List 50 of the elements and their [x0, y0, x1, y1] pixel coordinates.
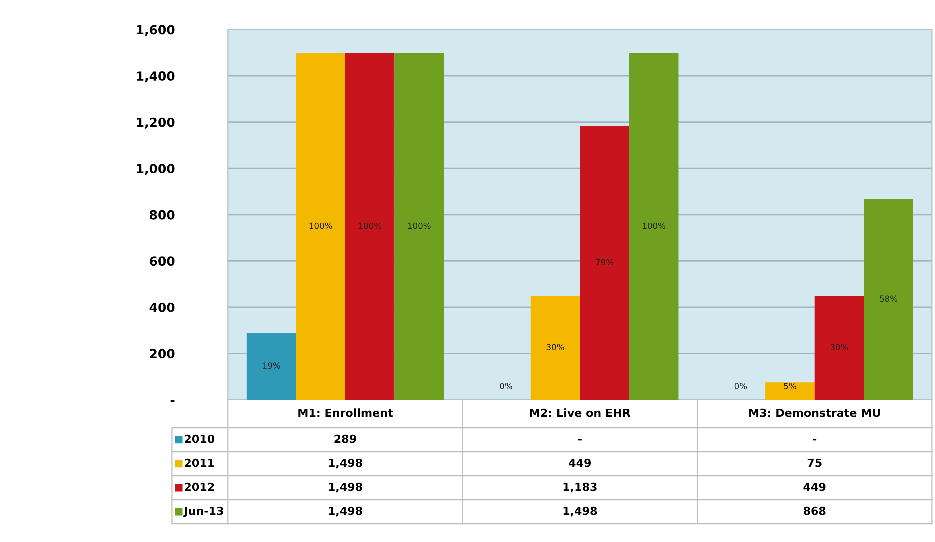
bar — [246, 333, 296, 400]
data-label: 449 — [804, 482, 826, 492]
annotation: 58% — [880, 296, 898, 302]
bar — [580, 126, 630, 400]
y-tick-label: 600 — [150, 256, 175, 266]
annotation: 100% — [359, 222, 382, 230]
annotation: 100% — [408, 222, 431, 230]
y-tick-label: 400 — [150, 302, 175, 312]
annotation: 30% — [830, 344, 848, 350]
data-label: 1,498 — [329, 482, 362, 493]
annotation: 0% — [734, 383, 748, 390]
y-tick-label: 1,000 — [137, 164, 175, 176]
y-tick-label: 1,200 — [137, 118, 175, 129]
y-tick-label: - — [170, 400, 175, 402]
annotation: 0% — [500, 383, 512, 390]
data-label: 289 — [334, 434, 356, 444]
y-tick-label: 800 — [150, 210, 175, 220]
data-label: 449 — [569, 458, 592, 468]
bar — [394, 53, 444, 400]
x-tick-label: M2: Live on EHR — [530, 408, 631, 418]
annotation: 30% — [546, 344, 564, 350]
data-label: 75 — [808, 458, 822, 468]
annotation: 5% — [784, 383, 796, 390]
y-tick-label: 1,600 — [137, 25, 175, 36]
annotation: 79% — [596, 259, 614, 266]
data-label: - — [578, 439, 582, 441]
x-tick-label: M1: Enrollment — [298, 408, 394, 418]
bar — [530, 296, 580, 400]
bar — [629, 53, 679, 400]
bar — [345, 53, 395, 400]
bar — [766, 382, 815, 400]
legend-label: Jun-13 — [184, 506, 224, 518]
annotation: 100% — [643, 222, 666, 230]
annotation: 19% — [263, 362, 280, 369]
data-label: 868 — [804, 506, 826, 516]
y-tick-label: 200 — [150, 349, 175, 359]
x-tick-label: M3: Demonstrate MU — [750, 408, 880, 418]
data-label: 1,183 — [564, 482, 597, 493]
legend-label: 2010 — [185, 434, 215, 444]
bar — [296, 53, 346, 400]
bar — [814, 296, 864, 400]
y-tick-label: 1,400 — [137, 72, 175, 83]
bar — [864, 199, 914, 400]
legend-label: 2011 — [185, 458, 214, 468]
legend-label: 2012 — [185, 482, 214, 492]
annotation: 100% — [310, 222, 332, 230]
data-label: - — [813, 439, 817, 441]
data-label: 1,498 — [329, 458, 362, 469]
data-label: 1,498 — [329, 506, 362, 517]
data-label: 1,498 — [564, 506, 598, 517]
